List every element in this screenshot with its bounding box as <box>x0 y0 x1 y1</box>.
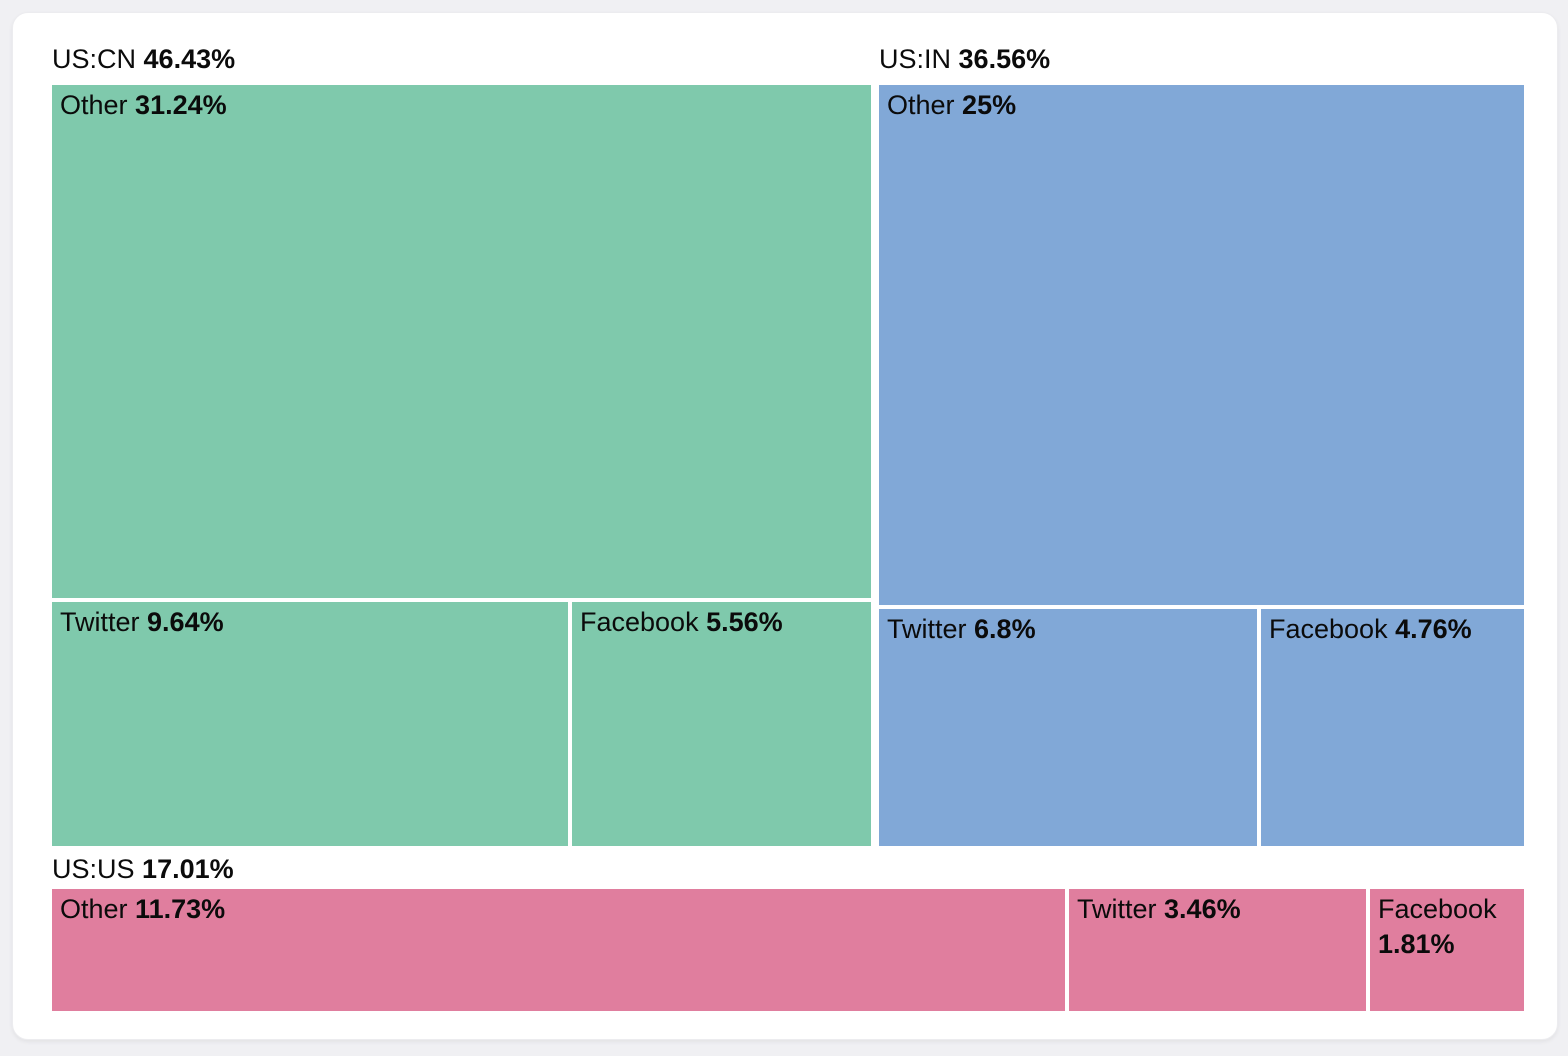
group-value: 46.43% <box>143 44 236 74</box>
cell-value: 9.64% <box>147 607 224 637</box>
cell-value: 31.24% <box>135 90 227 120</box>
treemap-cell-us-us-facebook[interactable]: Facebook 1.81% <box>1370 889 1524 1011</box>
group-header-us-us: US:US 17.01% <box>52 853 234 885</box>
cell-name: Facebook <box>1269 614 1388 644</box>
cell-name: Twitter <box>887 614 967 644</box>
cell-name: Other <box>887 90 955 120</box>
treemap-cell-us-cn-twitter[interactable]: Twitter 9.64% <box>52 602 568 846</box>
treemap-cell-us-us-twitter[interactable]: Twitter 3.46% <box>1069 889 1366 1011</box>
cell-name: Twitter <box>1077 894 1157 924</box>
cell-value: 1.81% <box>1378 928 1455 959</box>
cell-name: Facebook <box>580 607 699 637</box>
treemap-cell-us-in-facebook[interactable]: Facebook 4.76% <box>1261 609 1524 846</box>
treemap-cell-us-us-other[interactable]: Other 11.73% <box>52 889 1065 1011</box>
group-header-us-in: US:IN 36.56% <box>879 43 1050 75</box>
cell-name: Other <box>60 894 128 924</box>
group-name: US:US <box>52 854 135 884</box>
cell-name: Twitter <box>60 607 140 637</box>
cell-value: 6.8% <box>974 614 1036 644</box>
treemap-chart: US:CN 46.43% Other 31.24% Twitter 9.64% … <box>13 13 1557 1039</box>
cell-name: Facebook <box>1378 894 1497 924</box>
treemap-cell-us-in-twitter[interactable]: Twitter 6.8% <box>879 609 1257 846</box>
cell-value: 4.76% <box>1395 614 1472 644</box>
group-value: 36.56% <box>958 44 1051 74</box>
group-value: 17.01% <box>142 854 234 884</box>
cell-value: 5.56% <box>706 607 783 637</box>
treemap-card: US:CN 46.43% Other 31.24% Twitter 9.64% … <box>12 12 1558 1040</box>
treemap-cell-us-cn-other[interactable]: Other 31.24% <box>52 85 871 598</box>
group-header-us-cn: US:CN 46.43% <box>52 43 235 75</box>
cell-value: 3.46% <box>1164 894 1241 924</box>
treemap-cell-us-in-other[interactable]: Other 25% <box>879 85 1524 605</box>
cell-name: Other <box>60 90 128 120</box>
group-name: US:IN <box>879 44 952 74</box>
treemap-cell-us-cn-facebook[interactable]: Facebook 5.56% <box>572 602 871 846</box>
cell-value: 11.73% <box>135 894 226 924</box>
cell-value: 25% <box>962 90 1017 120</box>
group-name: US:CN <box>52 44 137 74</box>
